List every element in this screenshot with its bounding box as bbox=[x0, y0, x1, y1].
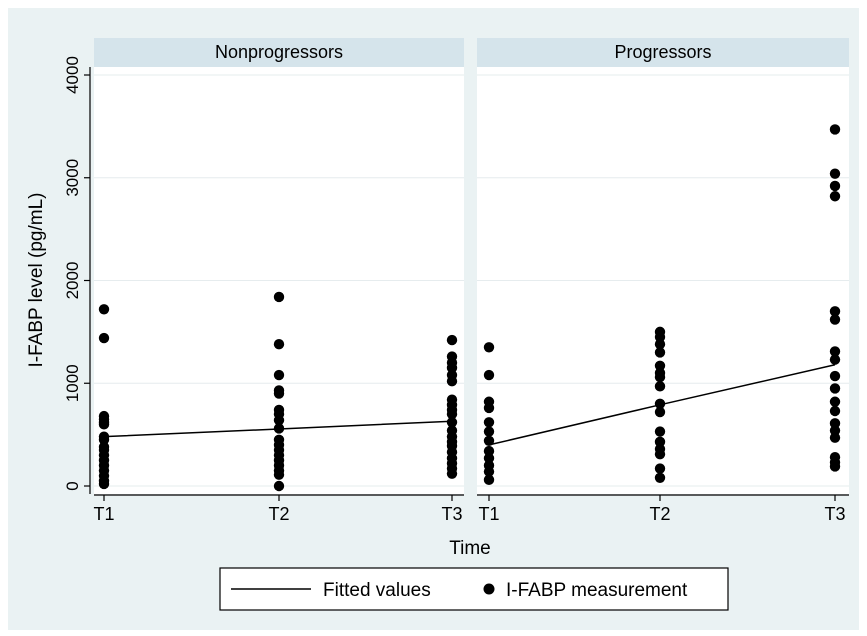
panel-title: Nonprogressors bbox=[215, 42, 343, 62]
panel-strip bbox=[94, 38, 464, 67]
data-point bbox=[654, 347, 666, 358]
data-point bbox=[446, 334, 458, 346]
data-point bbox=[829, 346, 841, 357]
data-point bbox=[98, 419, 110, 430]
legend-fitted-label: Fitted values bbox=[323, 580, 431, 601]
legend-point-marker bbox=[483, 583, 495, 595]
x-tick-label: T3 bbox=[824, 504, 845, 524]
legend-points-label: I-FABP measurement bbox=[506, 580, 688, 601]
data-point bbox=[829, 191, 841, 202]
data-point bbox=[483, 474, 495, 486]
data-point bbox=[273, 480, 285, 492]
data-point bbox=[483, 453, 495, 464]
data-point bbox=[654, 371, 666, 383]
data-point bbox=[829, 418, 841, 429]
data-point bbox=[829, 405, 841, 417]
panel-strip bbox=[477, 38, 849, 67]
panel-title: Progressors bbox=[614, 42, 711, 62]
data-point bbox=[829, 396, 841, 407]
data-point bbox=[829, 306, 841, 317]
data-point bbox=[829, 314, 841, 325]
data-point bbox=[273, 415, 285, 426]
data-point bbox=[654, 406, 666, 418]
data-point bbox=[829, 354, 841, 365]
data-point bbox=[654, 339, 666, 350]
data-point bbox=[98, 434, 110, 445]
x-tick-label: T3 bbox=[441, 504, 462, 524]
data-point bbox=[446, 408, 458, 420]
y-tick-label: 4000 bbox=[63, 56, 82, 94]
data-point bbox=[654, 463, 666, 474]
data-point bbox=[829, 180, 841, 192]
data-point bbox=[829, 168, 841, 179]
data-point bbox=[273, 339, 285, 350]
x-tick-label: T2 bbox=[649, 504, 670, 524]
data-point bbox=[98, 478, 110, 490]
data-point bbox=[829, 383, 841, 394]
data-point bbox=[446, 468, 458, 479]
data-point bbox=[98, 304, 110, 315]
data-point bbox=[98, 332, 110, 344]
legend: Fitted values I-FABP measurement bbox=[219, 567, 729, 611]
data-point bbox=[273, 469, 285, 480]
data-point bbox=[273, 291, 285, 303]
y-tick-label: 1000 bbox=[63, 364, 82, 402]
data-point bbox=[654, 360, 666, 371]
data-point bbox=[654, 448, 666, 460]
data-point bbox=[273, 369, 285, 381]
y-tick-label: 0 bbox=[63, 481, 82, 490]
data-point bbox=[446, 362, 458, 374]
data-point bbox=[483, 435, 495, 446]
y-axis-label: I-FABP level (pg/mL) bbox=[26, 193, 47, 368]
data-point bbox=[654, 381, 666, 392]
data-point bbox=[654, 398, 666, 409]
y-tick-label: 3000 bbox=[63, 159, 82, 197]
data-point bbox=[483, 445, 495, 457]
data-point bbox=[654, 436, 666, 448]
x-tick-label: T1 bbox=[93, 504, 114, 524]
data-point bbox=[273, 423, 285, 434]
x-tick-label: T2 bbox=[268, 504, 289, 524]
data-point bbox=[829, 370, 841, 382]
data-point bbox=[483, 466, 495, 477]
data-point bbox=[446, 417, 458, 428]
data-point bbox=[829, 432, 841, 443]
data-point bbox=[829, 425, 841, 436]
x-tick-label: T1 bbox=[478, 504, 499, 524]
data-point bbox=[654, 426, 666, 437]
data-point bbox=[829, 461, 841, 472]
x-axis-label: Time bbox=[449, 538, 491, 559]
data-point bbox=[273, 388, 285, 399]
data-point bbox=[446, 375, 458, 387]
data-point bbox=[654, 472, 666, 483]
data-point bbox=[483, 402, 495, 414]
data-point bbox=[829, 124, 841, 135]
data-point bbox=[483, 417, 495, 428]
data-point bbox=[483, 426, 495, 437]
data-point bbox=[483, 369, 495, 381]
data-point bbox=[483, 342, 495, 353]
y-tick-label: 2000 bbox=[63, 262, 82, 300]
data-point bbox=[654, 331, 666, 343]
